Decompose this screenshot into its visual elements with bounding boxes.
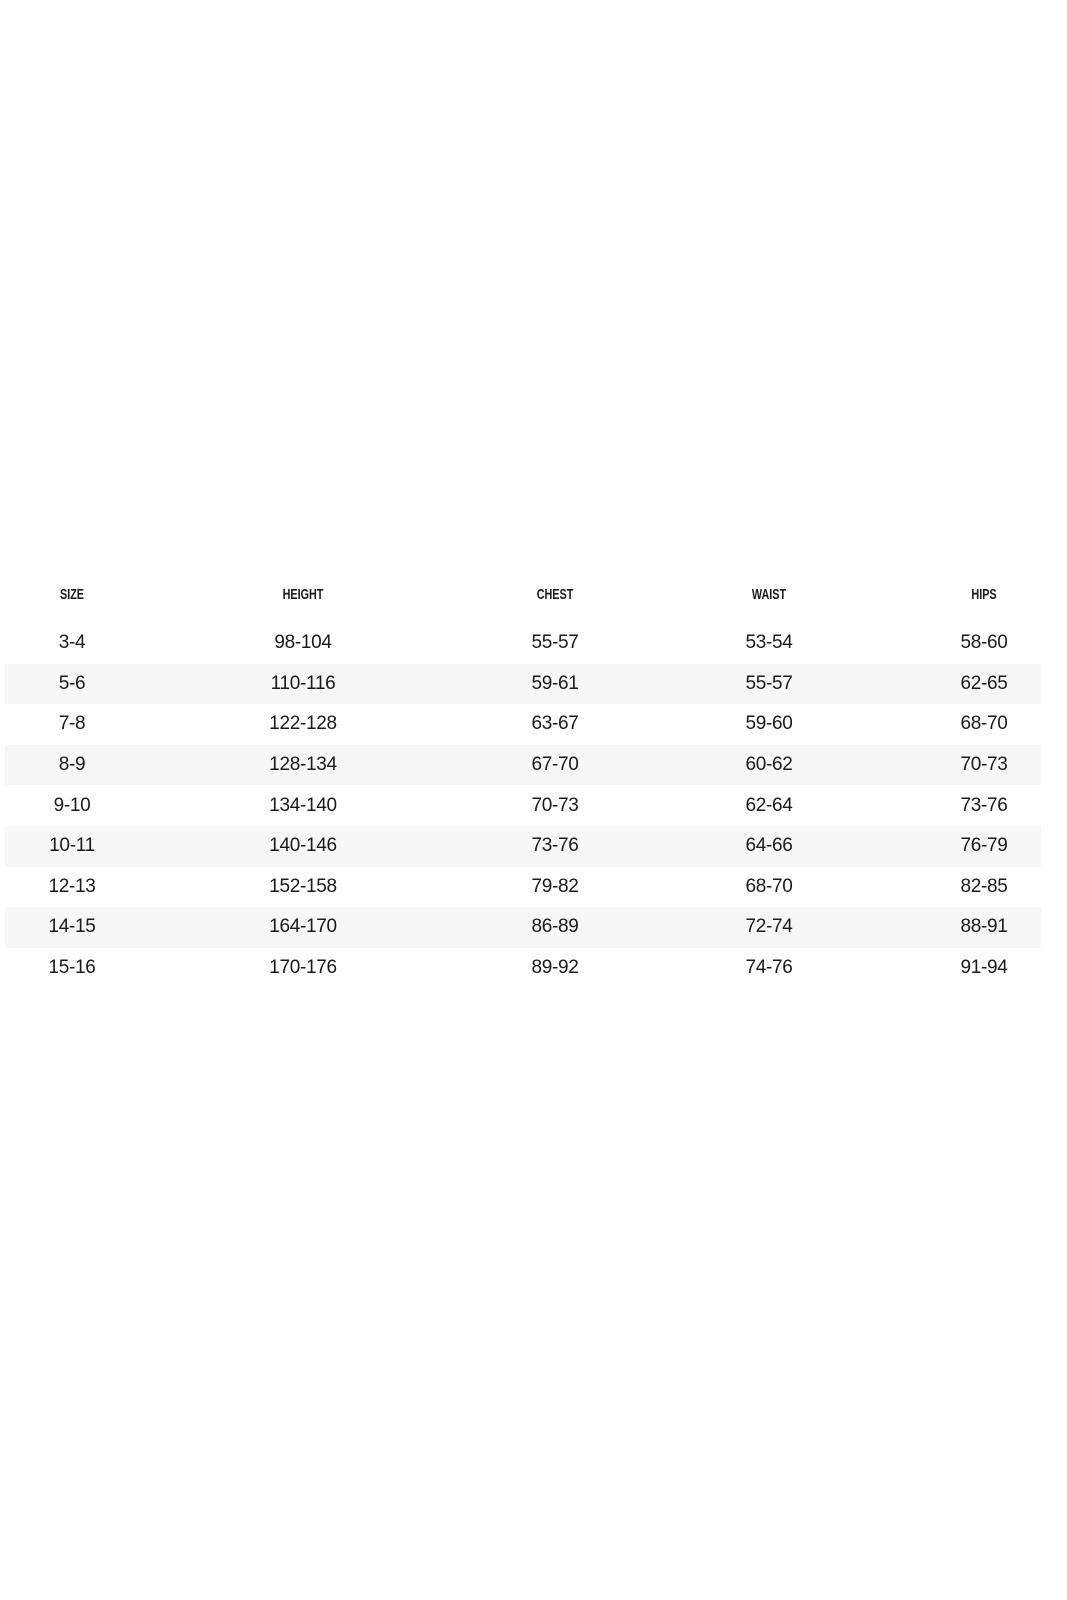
- cell-height: 98-104: [274, 632, 332, 654]
- cell-hips: 58-60: [960, 632, 1008, 654]
- cell-hips: 88-91: [960, 916, 1008, 938]
- size-chart-table: SIZE HEIGHT CHEST WAIST HIPS 3-4 98-104 55…: [5, 574, 1041, 988]
- table-row: 9-10 134-140 70-73 62-64 73-76: [5, 785, 1041, 826]
- table-row: 10-11 140-146 73-76 64-66 76-79: [5, 825, 1041, 867]
- cell-chest: 70-73: [531, 794, 579, 816]
- cell-height: 128-134: [269, 754, 337, 776]
- table-row: 14-15 164-170 86-89 72-74 88-91: [5, 907, 1041, 948]
- cell-hips: 62-65: [960, 672, 1008, 694]
- cell-waist: 68-70: [745, 875, 793, 897]
- column-header-hips: HIPS: [971, 586, 997, 603]
- cell-waist: 64-66: [745, 835, 793, 857]
- cell-chest: 63-67: [531, 713, 579, 735]
- table-row: 5-6 110-116 59-61 55-57 62-65: [5, 663, 1041, 705]
- cell-chest: 86-89: [531, 916, 579, 938]
- cell-hips: 73-76: [960, 794, 1008, 816]
- cell-size: 8-9: [58, 754, 86, 776]
- cell-size: 3-4: [58, 632, 86, 654]
- cell-size: 15-16: [48, 957, 96, 979]
- cell-height: 122-128: [269, 713, 337, 735]
- cell-size: 9-10: [53, 794, 91, 816]
- cell-chest: 55-57: [531, 632, 579, 654]
- table-body: 3-4 98-104 55-57 53-54 58-60 5-6 110-116 59-61 5…: [5, 623, 1041, 988]
- cell-waist: 62-64: [745, 794, 793, 816]
- table-row: 12-13 152-158 79-82 68-70 82-85: [5, 867, 1041, 908]
- cell-hips: 82-85: [960, 875, 1008, 897]
- table-row: 8-9 128-134 67-70 60-62 70-73: [5, 744, 1041, 786]
- cell-height: 152-158: [269, 875, 337, 897]
- cell-size: 10-11: [49, 835, 95, 857]
- column-header-waist: WAIST: [751, 586, 787, 603]
- cell-hips: 76-79: [960, 835, 1008, 857]
- cell-waist: 60-62: [745, 754, 793, 776]
- table-row: 15-16 170-176 89-92 74-76 91-94: [5, 948, 1041, 989]
- cell-size: 12-13: [48, 875, 96, 897]
- cell-chest: 73-76: [531, 835, 579, 857]
- cell-size: 5-6: [58, 672, 86, 694]
- cell-hips: 70-73: [960, 754, 1008, 776]
- cell-height: 170-176: [269, 957, 337, 979]
- cell-waist: 53-54: [745, 632, 793, 654]
- cell-chest: 89-92: [531, 957, 579, 979]
- cell-hips: 68-70: [960, 713, 1008, 735]
- cell-height: 134-140: [269, 794, 337, 816]
- cell-hips: 91-94: [960, 957, 1008, 979]
- cell-chest: 59-61: [531, 672, 579, 694]
- cell-height: 110-116: [270, 672, 336, 694]
- cell-chest: 79-82: [531, 875, 579, 897]
- cell-waist: 59-60: [745, 713, 793, 735]
- cell-waist: 74-76: [745, 957, 793, 979]
- table-row: 3-4 98-104 55-57 53-54 58-60: [5, 623, 1041, 664]
- cell-waist: 55-57: [745, 672, 793, 694]
- column-header-size: SIZE: [59, 586, 85, 603]
- table-row: 7-8 122-128 63-67 59-60 68-70: [5, 704, 1041, 745]
- cell-size: 14-15: [48, 916, 96, 938]
- column-header-height: HEIGHT: [282, 586, 324, 603]
- cell-height: 140-146: [269, 835, 337, 857]
- cell-height: 164-170: [269, 916, 337, 938]
- column-header-chest: CHEST: [536, 586, 574, 603]
- cell-size: 7-8: [58, 713, 86, 735]
- table-header-row: SIZE HEIGHT CHEST WAIST HIPS: [5, 574, 1041, 623]
- cell-waist: 72-74: [745, 916, 793, 938]
- cell-chest: 67-70: [531, 754, 579, 776]
